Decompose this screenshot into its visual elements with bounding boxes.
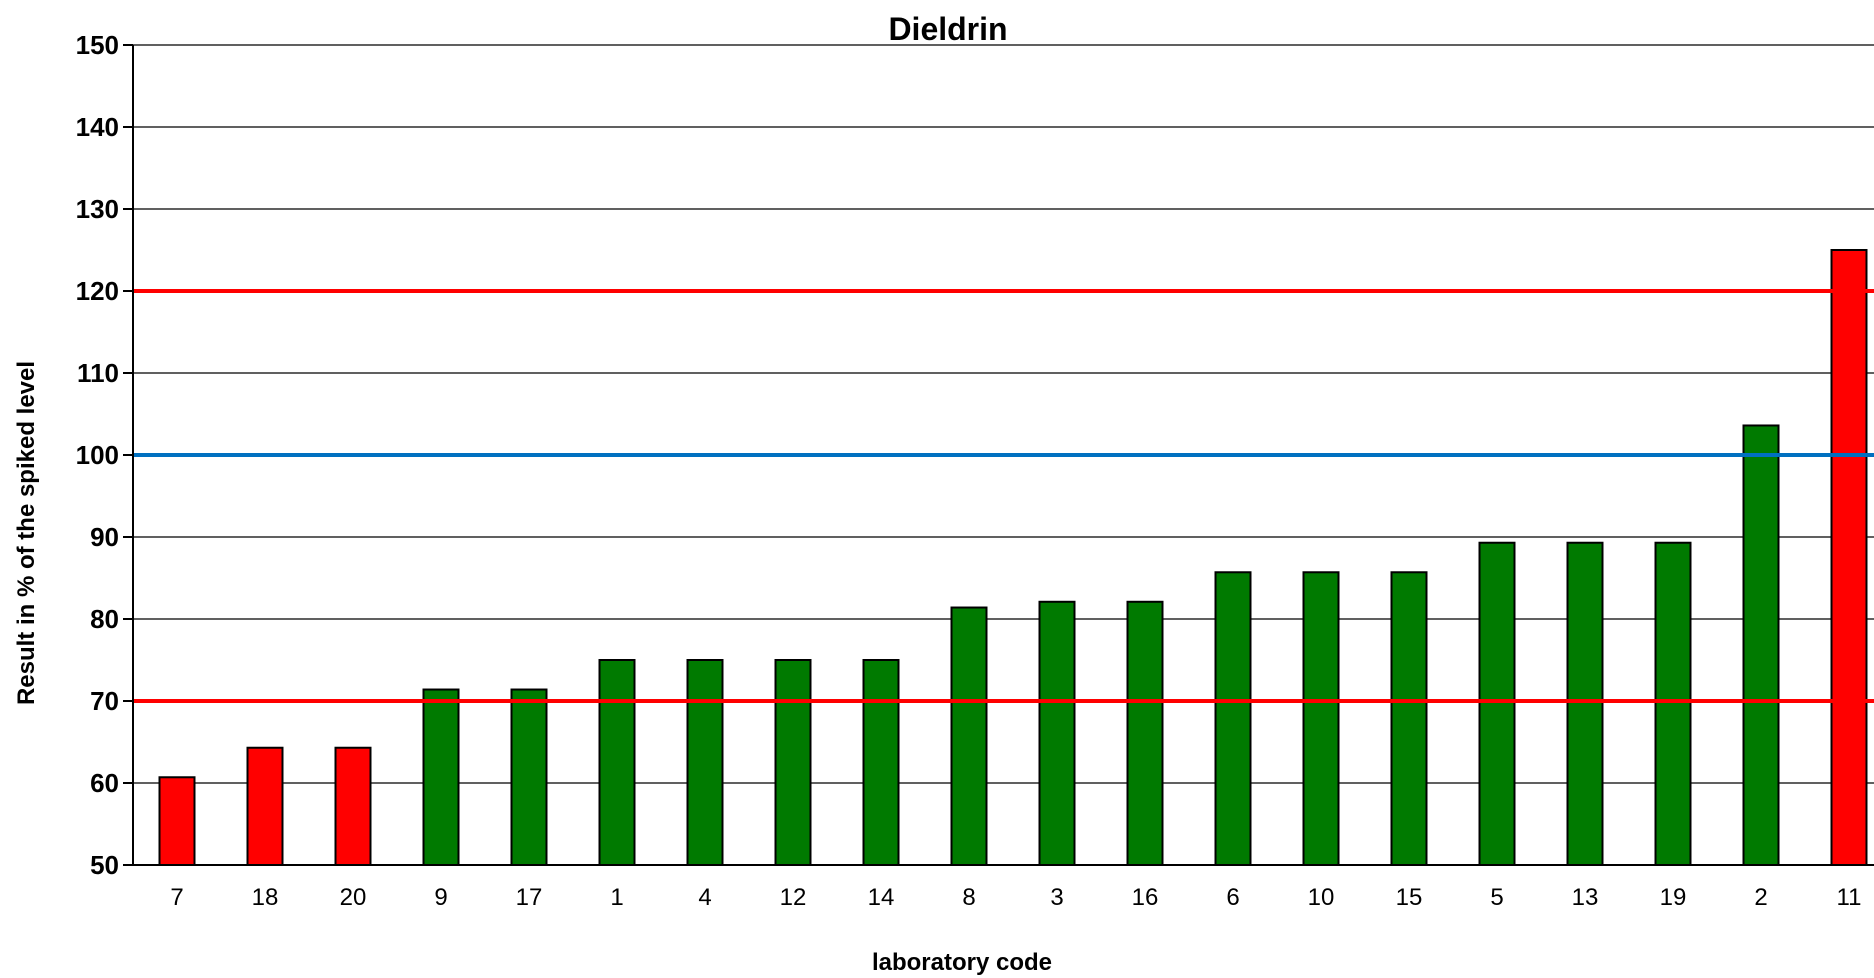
bars	[158, 249, 1868, 867]
bar	[1390, 571, 1428, 866]
x-tick-label: 10	[1308, 884, 1335, 911]
y-tick-label: 140	[76, 112, 119, 142]
x-tick-label: 3	[1050, 884, 1063, 911]
bar	[1478, 541, 1516, 866]
bar	[158, 776, 196, 867]
bar	[862, 659, 900, 866]
y-tick-label: 130	[76, 194, 119, 224]
y-tick-label: 100	[76, 440, 119, 470]
y-tick-label: 80	[90, 604, 119, 634]
x-tick-label: 16	[1132, 884, 1159, 911]
y-tick-label: 70	[90, 686, 119, 716]
x-tick-label: 11	[1837, 884, 1862, 911]
y-tick-label: 120	[76, 276, 119, 306]
y-tick-labels: 50 60 70 80 90 100 110 120 130 140 150	[76, 30, 119, 880]
x-tick-label: 19	[1660, 884, 1687, 911]
bar	[598, 659, 636, 866]
x-tick-label: 18	[252, 884, 279, 911]
bar	[422, 688, 460, 867]
y-tick-label: 60	[90, 768, 119, 798]
y-tick-label: 110	[77, 358, 119, 388]
bar	[246, 746, 284, 866]
bar	[1654, 541, 1692, 866]
x-tick-label: 12	[780, 884, 807, 911]
y-tick-label: 50	[90, 850, 119, 880]
x-tick-label: 20	[340, 884, 367, 911]
x-tick-label: 14	[868, 884, 895, 911]
x-tick-label: 13	[1572, 884, 1599, 911]
y-tick-label: 90	[90, 522, 119, 552]
x-tick-label: 5	[1490, 884, 1503, 911]
x-tick-label: 4	[698, 884, 711, 911]
bar	[1126, 600, 1164, 867]
bar	[686, 659, 724, 866]
x-tick-label: 9	[434, 884, 447, 911]
x-tick-label: 15	[1396, 884, 1423, 911]
chart-title: Dieldrin	[888, 11, 1007, 47]
x-tick-label: 8	[962, 884, 975, 911]
bar	[1742, 424, 1780, 866]
bar	[1214, 571, 1252, 866]
x-axis-label: laboratory code	[872, 949, 1052, 976]
bar	[1038, 600, 1076, 867]
bar	[334, 746, 372, 866]
bar	[1830, 249, 1868, 866]
bar	[510, 688, 548, 867]
bar	[1302, 571, 1340, 866]
y-tick-label: 150	[76, 30, 119, 60]
reference-lines	[133, 289, 1874, 703]
x-tick-label: 1	[610, 884, 623, 911]
bar	[1566, 541, 1604, 866]
x-tick-label: 7	[170, 884, 183, 911]
bar	[774, 659, 812, 866]
x-tick-label: 2	[1754, 884, 1767, 911]
x-tick-labels: 7 18 20 9 17 1 4 12 14 8 3 16 6 10 15 5 13 19 2 11	[170, 884, 1861, 911]
x-tick-label: 17	[516, 884, 543, 911]
x-tick-label: 6	[1226, 884, 1239, 911]
y-axis-label: Result in % of the spiked level	[13, 361, 40, 705]
bar	[950, 606, 988, 867]
